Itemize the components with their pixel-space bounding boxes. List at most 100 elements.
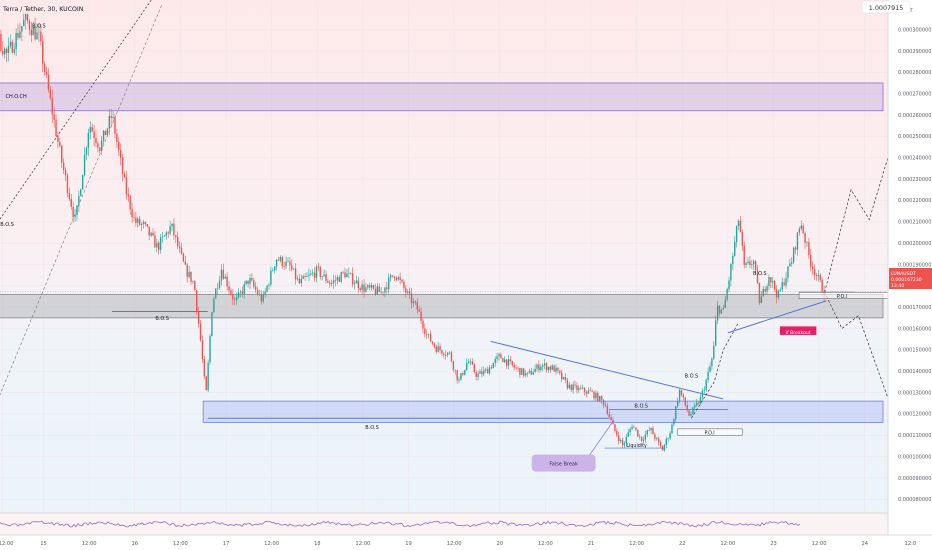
- candle-body: [49, 89, 52, 99]
- header-bg: [0, 3, 125, 14]
- y-tick-label: 0.000160000: [898, 326, 931, 332]
- bos-label: B.O.S: [634, 404, 648, 410]
- candle-body: [340, 272, 342, 282]
- candle-body: [403, 281, 405, 289]
- candle-body: [695, 402, 698, 406]
- candle-body: [21, 25, 23, 32]
- candle-body: [734, 241, 736, 256]
- candle-body: [112, 116, 114, 118]
- candle-body: [424, 328, 426, 334]
- candle-body: [775, 289, 778, 298]
- candle-body: [163, 235, 166, 237]
- candle-body: [580, 387, 582, 389]
- candle-body: [456, 370, 458, 381]
- candle-body: [471, 361, 474, 365]
- candle-body: [604, 404, 607, 407]
- x-tick-label: 15: [40, 541, 47, 547]
- candle-body: [226, 276, 228, 287]
- candle-body: [110, 116, 112, 118]
- candle-body: [342, 272, 344, 273]
- candle-body: [76, 205, 78, 216]
- candle-body: [437, 346, 439, 353]
- candle-body: [203, 359, 206, 377]
- candle-body: [401, 279, 403, 282]
- time-axis[interactable]: 12:00 15 12:00 16 12:00 17 12:00 18 12:00 19 12:00…: [0, 534, 932, 550]
- candle-body: [627, 432, 629, 437]
- candle-body: [566, 380, 569, 389]
- candle-body: [671, 424, 673, 434]
- y-tick-label: 0.000220000: [898, 198, 931, 204]
- candle-body: [524, 373, 527, 376]
- candle-body: [167, 232, 169, 234]
- candle-body: [243, 284, 245, 294]
- candle-body: [234, 299, 236, 301]
- candle-body: [270, 270, 272, 285]
- y-tick-label: 0.000110000: [898, 433, 931, 439]
- candle-body: [610, 416, 612, 421]
- candle-body: [218, 280, 221, 289]
- top-right-box[interactable]: [861, 0, 911, 14]
- candle-body: [194, 281, 196, 291]
- candle-body: [325, 274, 327, 282]
- candle-body: [583, 387, 586, 392]
- candle-body: [72, 206, 74, 217]
- candle-body: [374, 288, 377, 295]
- candle-body: [551, 365, 553, 370]
- candle-body: [51, 98, 53, 115]
- candle-body: [730, 264, 732, 281]
- candle-body: [40, 31, 42, 42]
- candle-body: [635, 427, 637, 430]
- time-axis-bg: [0, 535, 932, 550]
- candle-body: [486, 369, 489, 374]
- candle-body: [100, 140, 103, 151]
- candle-body: [589, 390, 591, 392]
- x-tick-label: 16: [131, 541, 138, 547]
- y-tick-label: 0.000270000: [898, 91, 931, 97]
- candle-body: [724, 299, 726, 308]
- candle-body: [547, 366, 550, 371]
- candle-body: [68, 192, 71, 199]
- candle-body: [536, 364, 538, 369]
- candle-body: [294, 268, 297, 280]
- candle-body: [148, 226, 150, 236]
- candle-body: [808, 242, 810, 255]
- candle-body: [553, 365, 555, 372]
- candle-body: [296, 278, 299, 280]
- candle-body: [458, 379, 460, 381]
- candle-body: [426, 333, 428, 335]
- x-tick-label: 12:00: [720, 541, 735, 547]
- candle-body: [543, 363, 546, 366]
- candle-body: [479, 371, 481, 374]
- candle-body: [80, 189, 82, 196]
- candle-body: [794, 247, 797, 250]
- candle-body: [597, 392, 599, 402]
- x-tick-label: 18: [314, 541, 321, 547]
- candle-body: [85, 147, 88, 155]
- candle-body: [32, 26, 34, 36]
- y-tick-label: 0.000260000: [898, 113, 931, 119]
- candle-body: [568, 384, 571, 389]
- y-tick-label: 0.000120000: [898, 412, 931, 418]
- candle-body: [215, 288, 217, 299]
- candle-body: [281, 256, 283, 266]
- candle-body: [600, 396, 603, 400]
- candle-body: [186, 264, 188, 277]
- candle-body: [462, 373, 464, 375]
- candle-body: [445, 354, 447, 356]
- candle-body: [154, 235, 156, 248]
- x-tick-label: 20: [496, 541, 503, 547]
- price-axis[interactable]: USDT 0.0000800000.0000900000.0001000000.…: [887, 0, 932, 535]
- candle-body: [562, 377, 565, 380]
- candle-body: [344, 272, 346, 278]
- candle-body: [114, 116, 116, 134]
- candle-body: [388, 277, 390, 290]
- candle-body: [764, 288, 766, 292]
- candle-body: [623, 443, 626, 446]
- candle-body: [659, 442, 662, 447]
- candle-body: [397, 277, 399, 280]
- candle-body: [399, 277, 401, 280]
- candle-body: [616, 430, 618, 436]
- false-break-pointer: [585, 420, 615, 462]
- projection-path: [691, 321, 740, 419]
